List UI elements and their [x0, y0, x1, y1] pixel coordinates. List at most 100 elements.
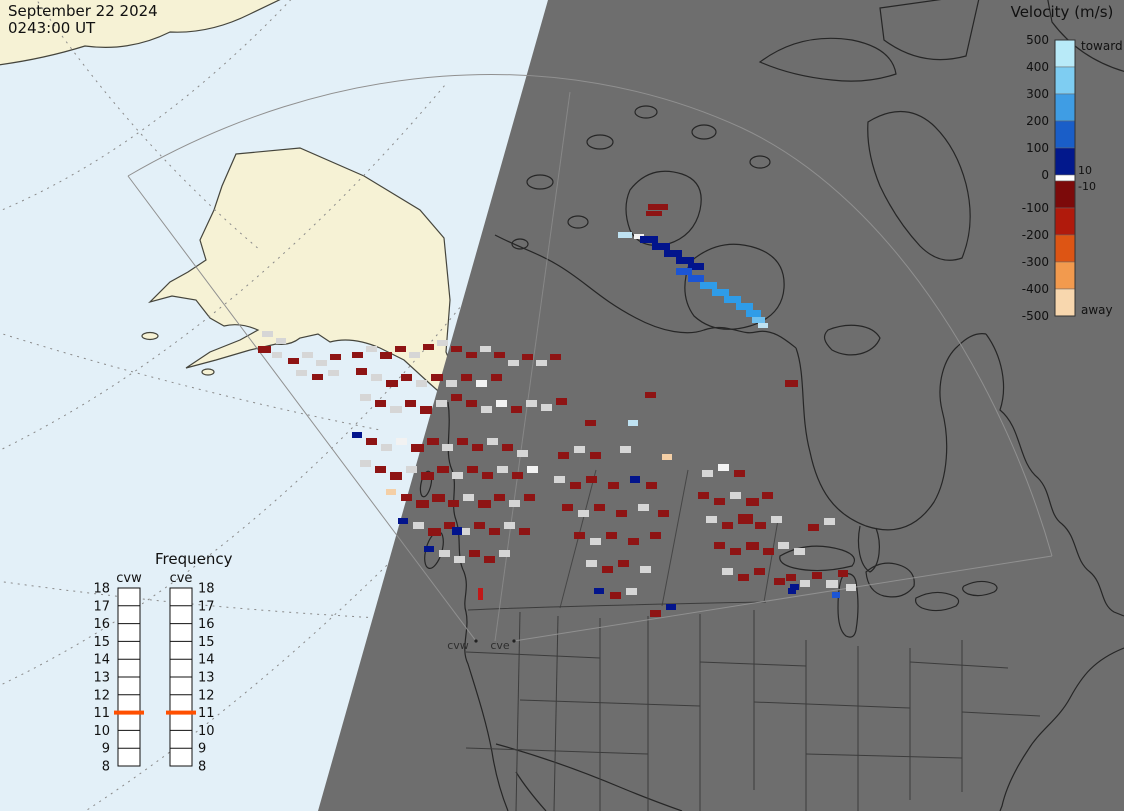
velocity-cell [386, 489, 396, 495]
velocity-cell [628, 538, 639, 545]
colorbar-tick-label: -100 [1022, 201, 1049, 215]
velocity-cell [698, 492, 709, 499]
frequency-scale-number: 10 [93, 724, 110, 739]
velocity-cell [466, 400, 477, 407]
velocity-cell [724, 296, 741, 303]
velocity-cell [652, 243, 670, 250]
velocity-cell [800, 580, 810, 587]
frequency-scale-number: 9 [102, 742, 110, 757]
velocity-cell [499, 550, 510, 557]
velocity-cell [812, 572, 822, 579]
velocity-cell [714, 542, 725, 549]
velocity-cell [487, 438, 498, 445]
velocity-cell [360, 394, 371, 401]
velocity-cell [272, 352, 282, 358]
political-borders [465, 469, 1041, 811]
velocity-cell [730, 492, 741, 499]
velocity-cell [437, 340, 448, 346]
velocity-cell [650, 532, 661, 539]
velocity-cell [328, 370, 339, 376]
frequency-column-label: cve [170, 571, 193, 586]
velocity-cell [606, 532, 617, 539]
velocity-cell [755, 522, 766, 529]
velocity-cell [302, 352, 313, 358]
velocity-cell [702, 470, 713, 477]
frequency-scale-number: 18 [198, 582, 215, 597]
velocity-cell [405, 400, 416, 407]
colorbar-segment [1054, 261, 1076, 290]
velocity-cell [511, 406, 522, 413]
velocity-cell [519, 528, 530, 535]
velocity-cell [610, 592, 621, 599]
victoria-island [684, 243, 785, 330]
frequency-scale-number: 12 [93, 688, 110, 703]
colorbar-segment [1054, 234, 1076, 263]
james-bay [857, 525, 880, 573]
velocity-cell [262, 331, 273, 337]
velocity-cell [718, 464, 729, 471]
velocity-cell [395, 346, 406, 352]
velocity-cell [646, 211, 662, 216]
velocity-cell [454, 556, 465, 563]
velocity-cell [648, 204, 668, 210]
frequency-panel: Frequency cvw 18 17 16 15 14 13 12 11 10 9 8 cve 18 17 1… [93, 550, 232, 775]
velocity-cell [478, 500, 491, 508]
velocity-cell [574, 446, 585, 453]
velocity-cell [758, 323, 768, 328]
colorbar-tick-label: -200 [1022, 228, 1049, 242]
frequency-scale-number: 15 [93, 635, 110, 650]
velocity-cell [380, 352, 392, 359]
velocity-cell [722, 522, 733, 529]
frequency-scale-number: 18 [93, 582, 110, 597]
colorbar-tick-label: 300 [1026, 87, 1049, 101]
velocity-cell [489, 528, 500, 535]
velocity-cell [645, 392, 656, 398]
night-coastlines [419, 0, 1124, 811]
velocity-cell [463, 494, 474, 501]
velocity-cell [700, 282, 717, 289]
zero-lower-label: -10 [1078, 180, 1096, 193]
greenland-edge [1047, 0, 1124, 72]
velocity-cell [688, 275, 704, 282]
velocity-cell [574, 532, 585, 539]
us-canada-border [467, 601, 767, 611]
velocity-cell [778, 542, 789, 549]
velocity-cell [688, 263, 704, 270]
island [567, 215, 589, 229]
velocity-cell [676, 257, 694, 264]
velocity-cell [428, 528, 441, 536]
island [201, 368, 215, 376]
velocity-cell [640, 566, 651, 573]
frequency-scale-number: 16 [93, 617, 110, 632]
velocity-cell [628, 420, 638, 426]
frequency-scale-number: 15 [198, 635, 215, 650]
velocity-cell [541, 404, 552, 411]
velocity-cell [276, 338, 286, 344]
toward-label: toward [1081, 39, 1123, 53]
frequency-scale-number: 16 [198, 617, 215, 632]
velocity-cell [366, 346, 377, 352]
velocity-cell [508, 360, 519, 366]
velocity-cell [785, 380, 798, 387]
island [691, 124, 717, 140]
velocity-colorbar: 500 400 300 200 100 0 -100 -200 -300 -400 -500 towa… [1022, 33, 1123, 323]
velocity-cell [666, 604, 676, 610]
velocity-cell [526, 400, 537, 407]
velocity-cell [714, 498, 725, 505]
velocity-cell [846, 584, 856, 591]
velocity-cell [522, 354, 533, 360]
velocity-cell [556, 398, 567, 405]
velocity-cell [786, 574, 796, 581]
colorbar-segment [1054, 93, 1076, 122]
velocity-cell [442, 444, 453, 451]
velocity-cell [754, 568, 765, 575]
velocity-cell [752, 317, 765, 323]
radar-site-label: cvw [447, 639, 469, 652]
velocity-cell [578, 510, 589, 517]
velocity-cell [459, 528, 470, 535]
velocity-cell [746, 542, 759, 550]
lake-huron [865, 562, 915, 598]
velocity-cell [562, 504, 573, 511]
velocity-cell [558, 452, 569, 459]
velocity-cell [467, 466, 478, 473]
